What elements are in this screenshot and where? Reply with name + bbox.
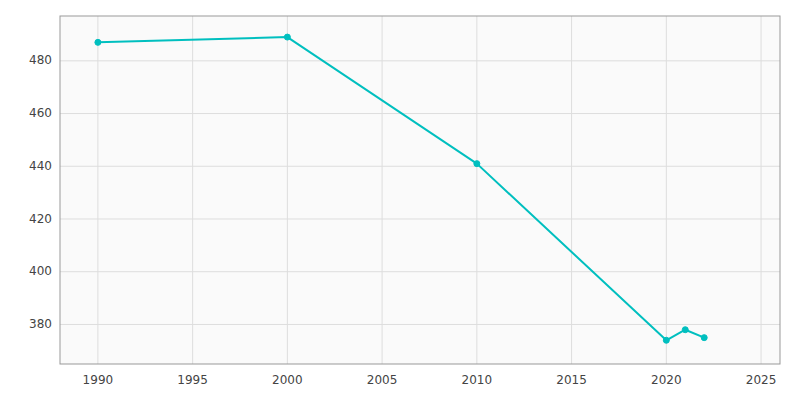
x-tick-label: 2025 xyxy=(746,373,777,387)
x-tick-label: 2000 xyxy=(272,373,303,387)
x-grid-line xyxy=(287,16,288,364)
point xyxy=(682,327,688,333)
point xyxy=(474,161,480,167)
x-tick-label: 1990 xyxy=(83,373,114,387)
point xyxy=(663,337,669,343)
x-tick-label: 1995 xyxy=(177,373,208,387)
page: {"chart_data": {"type": "line", "x": [19… xyxy=(0,0,800,400)
y-grid-line xyxy=(60,60,780,61)
x-tick-label: 2010 xyxy=(462,373,493,387)
y-tick-label: 380 xyxy=(29,317,52,331)
plot-background xyxy=(60,16,780,364)
y-tick-label: 440 xyxy=(29,159,52,173)
chart-svg: 380 400 420 440 460 480 1990 1995 2000 2005 2010 20… xyxy=(0,0,800,400)
x-grid-line xyxy=(97,16,98,364)
x-grid-line xyxy=(382,16,383,364)
x-tick-label: 2020 xyxy=(651,373,682,387)
plot-frame xyxy=(60,16,780,364)
y-grid-line xyxy=(60,271,780,272)
y-grid-line xyxy=(60,324,780,325)
x-grid-line xyxy=(761,16,762,364)
x-grid-line xyxy=(476,16,477,364)
point xyxy=(95,39,101,45)
y-grid-line xyxy=(60,166,780,167)
y-tick-label: 480 xyxy=(29,53,52,67)
y-grid-line xyxy=(60,113,780,114)
x-grid-line xyxy=(666,16,667,364)
point xyxy=(284,34,290,40)
x-grid-line xyxy=(571,16,572,364)
chart-container: 380 400 420 440 460 480 1990 1995 2000 2005 2010 20… xyxy=(0,0,800,400)
y-tick-label: 420 xyxy=(29,212,52,226)
x-grid-line xyxy=(192,16,193,364)
line xyxy=(98,37,704,340)
grid xyxy=(60,16,780,364)
y-grid-line xyxy=(60,219,780,220)
y-tick-label: 400 xyxy=(29,264,52,278)
data-marks xyxy=(95,34,707,343)
y-tick-label: 460 xyxy=(29,106,52,120)
tick-labels: 380 400 420 440 460 480 1990 1995 2000 2005 2010 20… xyxy=(29,53,776,387)
x-tick-label: 2005 xyxy=(367,373,398,387)
point xyxy=(701,335,707,341)
x-tick-label: 2015 xyxy=(556,373,587,387)
